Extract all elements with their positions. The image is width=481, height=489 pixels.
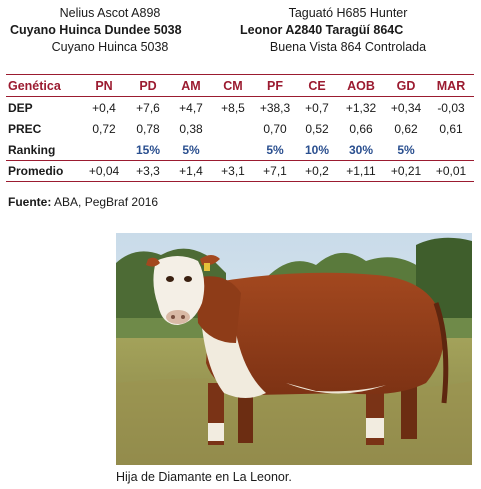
table-cell: +0,4 bbox=[92, 100, 116, 115]
table-cell: 5% bbox=[266, 142, 284, 157]
table-cell: 5% bbox=[182, 142, 200, 157]
table-cell: 5% bbox=[397, 142, 415, 157]
table-cell: 0,52 bbox=[305, 121, 329, 136]
table-cell: +0,7 bbox=[305, 100, 329, 115]
table-row-dep: DEP +0,4 +7,6 +4,7 +8,5 +38,3 +0,7 +1,32… bbox=[6, 97, 474, 119]
pedigree-sire-father: Nelius Ascot A898 bbox=[59, 6, 161, 20]
table-cell: 0,78 bbox=[136, 121, 160, 136]
table-cell: +1,4 bbox=[170, 160, 212, 182]
table-cell: +0,04 bbox=[82, 160, 126, 182]
table-cell: +0,2 bbox=[296, 160, 338, 182]
column-header: AOB bbox=[338, 74, 384, 97]
table-cell bbox=[82, 139, 126, 161]
table-cell: 0,66 bbox=[349, 121, 373, 136]
row-label: Ranking bbox=[8, 142, 56, 157]
table-cell bbox=[212, 139, 254, 161]
column-header: PF bbox=[254, 74, 296, 97]
table-cell: 0,70 bbox=[263, 121, 287, 136]
pedigree-dam: Leonor A2840 Taragüí 864C bbox=[240, 23, 404, 37]
table-cell: +0,34 bbox=[390, 100, 422, 115]
column-header: CE bbox=[296, 74, 338, 97]
table-cell: 10% bbox=[304, 142, 330, 157]
table-cell: +7,1 bbox=[254, 160, 296, 182]
cow-photo bbox=[116, 233, 472, 465]
table-cell: 15% bbox=[135, 142, 161, 157]
table-row-promedio: Promedio +0,04 +3,3 +1,4 +3,1 +7,1 +0,2 … bbox=[6, 160, 474, 182]
table-row-prec: PREC 0,72 0,78 0,38 0,70 0,52 0,66 0,62 … bbox=[6, 118, 474, 139]
photo-caption: Hija de Diamante en La Leonor. bbox=[116, 470, 292, 484]
pedigree-sire-side: Nelius Ascot A898 Cuyano Huinca Dundee 5… bbox=[10, 5, 210, 56]
table-cell: 0,61 bbox=[439, 121, 463, 136]
table-cell: +7,6 bbox=[136, 100, 160, 115]
table-cell: 30% bbox=[348, 142, 374, 157]
table-cell: 0,72 bbox=[92, 121, 116, 136]
table-cell: +4,7 bbox=[179, 100, 203, 115]
pedigree-sire-mother: Cuyano Huinca 5038 bbox=[51, 40, 169, 54]
table-cell bbox=[212, 118, 254, 139]
table-cell: +3,1 bbox=[212, 160, 254, 182]
table-cell: +1,32 bbox=[345, 100, 377, 115]
column-header: MAR bbox=[428, 74, 474, 97]
table-cell: +1,11 bbox=[338, 160, 384, 182]
source-note: Fuente: ABA, PegBraf 2016 bbox=[8, 195, 158, 209]
table-cell bbox=[428, 139, 474, 161]
table-cell: +3,3 bbox=[126, 160, 170, 182]
column-header: CM bbox=[212, 74, 254, 97]
column-header: PD bbox=[126, 74, 170, 97]
row-label: Promedio bbox=[6, 160, 82, 182]
table-header-row: Genética PN PD AM CM PF CE AOB GD MAR bbox=[6, 74, 474, 97]
genetics-table: Genética PN PD AM CM PF CE AOB GD MAR DE… bbox=[6, 74, 474, 182]
table-cell: +0,21 bbox=[384, 160, 428, 182]
pedigree-dam-father: Taguató H685 Hunter bbox=[288, 6, 408, 20]
column-header: GD bbox=[384, 74, 428, 97]
table-cell: -0,03 bbox=[437, 100, 465, 115]
column-header: PN bbox=[82, 74, 126, 97]
table-cell: 0,62 bbox=[394, 121, 418, 136]
hereford-cow-illustration bbox=[116, 233, 472, 465]
pedigree-dam-mother: Buena Vista 864 Controlada bbox=[269, 40, 427, 54]
row-label: PREC bbox=[8, 121, 42, 136]
row-label: DEP bbox=[8, 100, 33, 115]
table-cell: +38,3 bbox=[259, 100, 291, 115]
table-cell: +0,01 bbox=[428, 160, 474, 182]
table-row-ranking: Ranking 15% 5% 5% 10% 30% 5% bbox=[6, 139, 474, 161]
source-text: ABA, PegBraf 2016 bbox=[54, 195, 159, 209]
source-label: Fuente: bbox=[8, 195, 52, 209]
pedigree-sire: Cuyano Huinca Dundee 5038 bbox=[10, 23, 182, 37]
table-cell: +8,5 bbox=[221, 100, 245, 115]
table-header-label: Genética bbox=[6, 74, 82, 97]
column-header: AM bbox=[170, 74, 212, 97]
table-cell: 0,38 bbox=[179, 121, 203, 136]
pedigree-dam-side: Taguató H685 Hunter Leonor A2840 Taragüí… bbox=[238, 5, 458, 56]
